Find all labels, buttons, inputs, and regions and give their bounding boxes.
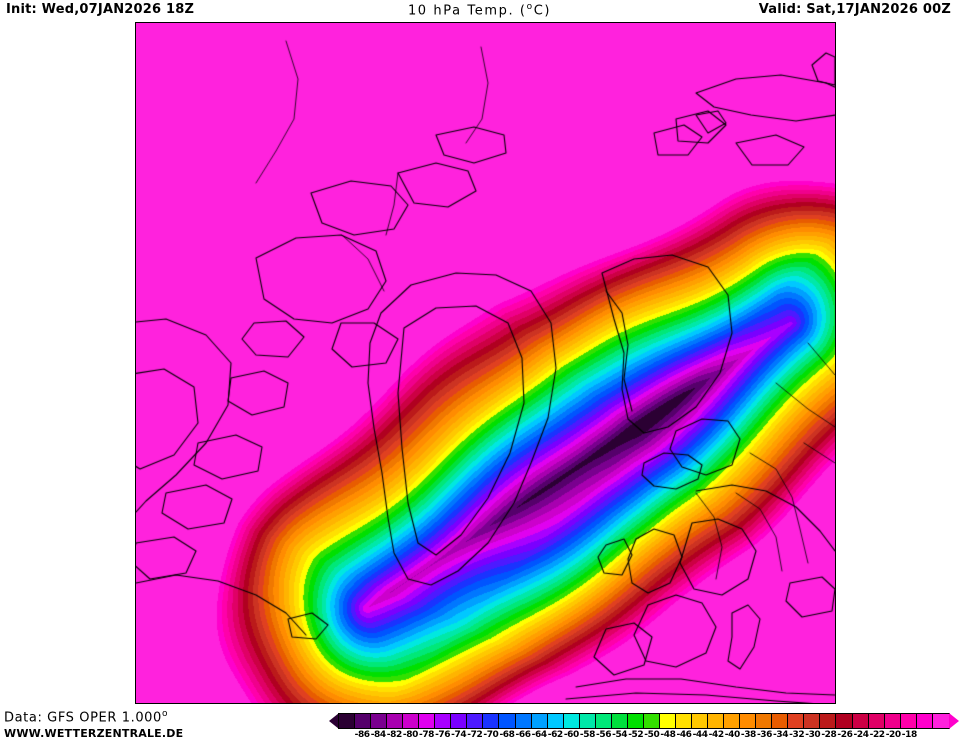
colorbar-swatch	[820, 714, 837, 728]
temperature-colorbar: -86 -84 -82 -80 -78 -76 -74 -72 -70 -68 -66 -64 -62-…	[329, 712, 959, 741]
colorbar-swatch	[339, 714, 356, 728]
colorbar-tick-label: -20	[885, 730, 901, 740]
colorbar-swatch	[724, 714, 741, 728]
colorbar-low-arrow-icon	[329, 713, 339, 729]
chart-title-unit: C)	[533, 3, 552, 19]
colorbar-tick-label: -48	[660, 730, 676, 740]
colorbar-swatch	[692, 714, 709, 728]
chart-title-main: 10 hPa Temp. (	[407, 3, 527, 19]
colorbar-swatch	[515, 714, 532, 728]
valid-time-label: Valid: Sat,17JAN2026 00Z	[758, 2, 951, 17]
colorbar-swatch	[852, 714, 869, 728]
colorbar-tick-label: -60	[563, 730, 579, 740]
colorbar-tick-label: -82	[386, 730, 402, 740]
colorbar-tick-label: -46	[676, 730, 692, 740]
colorbar-swatches	[338, 713, 950, 729]
data-source-text: Data: GFS OPER 1.000	[4, 710, 162, 726]
colorbar-swatch	[627, 714, 644, 728]
colorbar-swatch	[371, 714, 388, 728]
colorbar-tick-labels: -86 -84 -82 -80 -78 -76 -74 -72 -70 -68 -66 -64 -62-…	[354, 730, 959, 741]
colorbar-swatch	[387, 714, 404, 728]
colorbar-swatch	[531, 714, 548, 728]
colorbar-tick-label: -70	[483, 730, 499, 740]
colorbar-swatch	[579, 714, 596, 728]
weather-map[interactable]	[135, 22, 836, 704]
colorbar-tick-label: -54	[612, 730, 628, 740]
colorbar-tick-label: -42	[708, 730, 724, 740]
colorbar-swatch	[932, 714, 949, 728]
colorbar-swatch	[595, 714, 612, 728]
colorbar-tick-label: -68	[499, 730, 515, 740]
header-bar: Init: Wed,07JAN2026 18Z 10 hPa Temp. (oC…	[0, 0, 959, 20]
colorbar-tick-label: -24	[853, 730, 869, 740]
colorbar-tick-label: -56	[596, 730, 612, 740]
colorbar-swatch	[868, 714, 885, 728]
colorbar-tick-label: -28	[821, 730, 837, 740]
colorbar-tick-label: -86	[354, 730, 370, 740]
chart-title: 10 hPa Temp. (oC)	[0, 2, 959, 18]
colorbar-swatch	[563, 714, 580, 728]
colorbar-swatch	[467, 714, 484, 728]
temperature-field-canvas	[136, 23, 835, 703]
data-source-label: Data: GFS OPER 1.000o	[4, 706, 334, 726]
degree-symbol: o	[526, 2, 534, 12]
footer-block: Data: GFS OPER 1.000o WWW.WETTERZENTRALE…	[4, 706, 334, 741]
colorbar-tick-label: -30	[805, 730, 821, 740]
colorbar-tick-label: -44	[692, 730, 708, 740]
colorbar-swatch	[756, 714, 773, 728]
colorbar-swatch	[804, 714, 821, 728]
colorbar-tick-label: -62	[547, 730, 563, 740]
colorbar-tick-label: -76	[435, 730, 451, 740]
colorbar-high-arrow-icon	[949, 713, 959, 729]
colorbar-tick-label: -84	[370, 730, 386, 740]
colorbar-tick-label: -66	[515, 730, 531, 740]
colorbar-tick-label: -58	[579, 730, 595, 740]
colorbar-swatch	[435, 714, 452, 728]
colorbar-swatch	[900, 714, 917, 728]
colorbar-swatch	[836, 714, 853, 728]
colorbar-tick-label: -40	[724, 730, 740, 740]
colorbar-tick-label: -72	[467, 730, 483, 740]
colorbar-tick-label: -78	[418, 730, 435, 740]
colorbar-swatch	[403, 714, 420, 728]
colorbar-swatch	[740, 714, 757, 728]
colorbar-swatch	[355, 714, 372, 728]
colorbar-tick-label: -38	[740, 730, 756, 740]
colorbar-swatch	[547, 714, 564, 728]
colorbar-tick-label: -50	[644, 730, 660, 740]
colorbar-swatch	[483, 714, 500, 728]
colorbar-swatch	[419, 714, 436, 728]
colorbar-swatch	[916, 714, 933, 728]
colorbar-tick-label: -52	[628, 730, 644, 740]
colorbar-tick-label: -64	[531, 730, 547, 740]
colorbar-tick-label: -80	[402, 730, 418, 740]
colorbar-swatch	[675, 714, 693, 728]
colorbar-swatch	[708, 714, 725, 728]
colorbar-swatch	[499, 714, 516, 728]
colorbar-tick-label: -22	[869, 730, 885, 740]
colorbar-swatch	[772, 714, 789, 728]
colorbar-swatch	[788, 714, 805, 728]
website-label: WWW.WETTERZENTRALE.DE	[4, 727, 184, 741]
colorbar-tick-label: -32	[789, 730, 805, 740]
colorbar-swatch	[611, 714, 628, 728]
colorbar-swatch	[643, 714, 660, 728]
colorbar-tick-label: -74	[451, 730, 467, 740]
degree-symbol: o	[161, 709, 169, 719]
colorbar-tick-label: -18	[901, 730, 917, 740]
colorbar-tick-label: -36	[756, 730, 773, 740]
colorbar-swatch	[451, 714, 468, 728]
colorbar-swatch	[884, 714, 901, 728]
colorbar-swatch	[659, 714, 676, 728]
init-time-label: Init: Wed,07JAN2026 18Z	[6, 2, 195, 17]
colorbar-tick-label: -34	[773, 730, 789, 740]
colorbar-tick-label: -26	[837, 730, 853, 740]
